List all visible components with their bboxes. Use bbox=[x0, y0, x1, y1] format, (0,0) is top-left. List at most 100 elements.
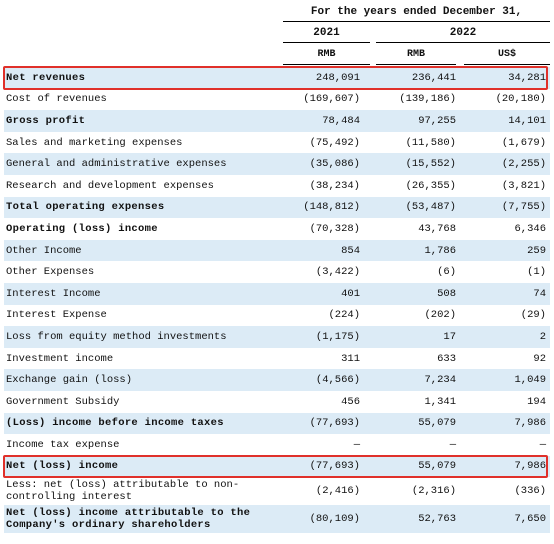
row-value-2: (53,487) bbox=[405, 201, 456, 214]
table-row: Operating (loss) income (70,328) 43,768 6,3… bbox=[4, 218, 550, 240]
row-value-1: (1,175) bbox=[315, 330, 360, 343]
row-label: Interest Income bbox=[6, 287, 101, 300]
row-value-1: (75,492) bbox=[309, 136, 360, 149]
row-value-1: 401 bbox=[341, 287, 360, 300]
row-label: Cost of revenues bbox=[6, 93, 107, 106]
row-label: Government Subsidy bbox=[6, 395, 120, 408]
row-label: Gross profit bbox=[6, 114, 86, 127]
row-label: Other Income bbox=[6, 244, 82, 257]
row-value-1: (3,422) bbox=[315, 266, 360, 279]
row-label: Other Expenses bbox=[6, 266, 95, 279]
row-label: Less: net (loss) attributable to non-con… bbox=[6, 479, 240, 504]
table-row: Net (loss) income (77,693) 55,079 7,986 bbox=[4, 455, 550, 478]
row-value-3: (20,180) bbox=[495, 93, 546, 106]
row-value-1: (169,607) bbox=[303, 93, 360, 106]
row-label: Interest Expense bbox=[6, 309, 107, 322]
year-2022-header: 2022 bbox=[376, 24, 550, 43]
row-value-2: (15,552) bbox=[405, 158, 456, 171]
row-label: Net revenues bbox=[6, 71, 86, 84]
currency-2022-rmb: RMB bbox=[376, 46, 456, 65]
table-row: Interest Income 401 508 74 bbox=[4, 282, 550, 305]
table-row: (Loss) income before income taxes (77,693… bbox=[4, 412, 550, 435]
table-row: Sales and marketing expenses (75,492) (11,… bbox=[4, 132, 550, 154]
row-value-2: — bbox=[449, 438, 456, 451]
row-value-2: (202) bbox=[424, 309, 456, 322]
row-value-3: 34,281 bbox=[508, 71, 546, 84]
table-row: Exchange gain (loss) (4,566) 7,234 1,049 bbox=[4, 369, 550, 391]
row-value-2: 43,768 bbox=[418, 222, 456, 235]
row-value-2: 7,234 bbox=[424, 374, 456, 387]
row-value-2: (26,355) bbox=[405, 179, 456, 192]
row-label: Total operating expenses bbox=[6, 201, 165, 214]
row-value-1: — bbox=[353, 438, 360, 451]
row-value-1: (38,234) bbox=[309, 179, 360, 192]
row-label: General and administrative expenses bbox=[6, 158, 227, 171]
row-value-3: 6,346 bbox=[514, 222, 546, 235]
row-value-2: 55,079 bbox=[418, 460, 456, 473]
table-row: General and administrative expenses (35,0… bbox=[4, 153, 550, 175]
row-value-3: 194 bbox=[527, 395, 546, 408]
table-row: Net revenues 248,091 236,441 34,281 bbox=[4, 67, 550, 89]
row-label: Operating (loss) income bbox=[6, 222, 158, 235]
table-row: Loss from equity method investments (1,17… bbox=[4, 326, 550, 348]
row-value-2: (2,316) bbox=[411, 485, 456, 498]
row-value-3: (1) bbox=[527, 266, 546, 279]
row-label: Research and development expenses bbox=[6, 179, 214, 192]
row-value-3: 1,049 bbox=[514, 374, 546, 387]
row-value-3: 14,101 bbox=[508, 114, 546, 127]
row-label: Exchange gain (loss) bbox=[6, 374, 133, 387]
row-value-3: (336) bbox=[514, 485, 546, 498]
row-value-1: (224) bbox=[328, 309, 360, 322]
row-value-2: 1,786 bbox=[424, 244, 456, 257]
row-value-2: (11,580) bbox=[405, 136, 456, 149]
row-value-3: 2 bbox=[539, 330, 546, 343]
row-value-1: (35,086) bbox=[309, 158, 360, 171]
row-label: Income tax expense bbox=[6, 438, 120, 451]
row-value-1: (77,693) bbox=[309, 417, 360, 430]
table-row: Other Income 854 1,786 259 bbox=[4, 239, 550, 262]
table-row: Government Subsidy 456 1,341 194 bbox=[4, 391, 550, 413]
year-header-row: 2021 2022 bbox=[283, 24, 550, 43]
row-value-2: 1,341 bbox=[424, 395, 456, 408]
table-row: Gross profit 78,484 97,255 14,101 bbox=[4, 110, 550, 132]
table-row: Investment income 311 633 92 bbox=[4, 348, 550, 370]
row-value-2: (139,186) bbox=[399, 93, 456, 106]
row-value-1: (70,328) bbox=[309, 222, 360, 235]
row-value-3: 259 bbox=[527, 244, 546, 257]
period-header: For the years ended December 31, bbox=[283, 4, 550, 22]
row-value-3: 7,986 bbox=[514, 460, 546, 473]
row-value-1: 854 bbox=[341, 244, 360, 257]
year-2021-header: 2021 bbox=[283, 24, 370, 43]
row-value-3: 74 bbox=[533, 287, 546, 300]
currency-2021-rmb: RMB bbox=[283, 46, 370, 65]
row-value-1: (80,109) bbox=[309, 513, 360, 526]
table-row: Net (loss) income attributable to the Co… bbox=[4, 505, 550, 534]
row-value-1: 456 bbox=[341, 395, 360, 408]
row-value-1: 311 bbox=[341, 352, 360, 365]
row-value-3: (3,821) bbox=[501, 179, 546, 192]
row-value-1: (2,416) bbox=[315, 485, 360, 498]
row-label: Net (loss) income attributable to the Co… bbox=[6, 507, 251, 532]
row-value-1: 248,091 bbox=[315, 71, 360, 84]
row-value-2: (6) bbox=[437, 266, 456, 279]
row-label: (Loss) income before income taxes bbox=[6, 417, 224, 430]
table-row: Total operating expenses (148,812) (53,487… bbox=[4, 196, 550, 219]
row-value-2: 508 bbox=[437, 287, 456, 300]
row-value-3: (7,755) bbox=[501, 201, 546, 214]
row-value-3: 92 bbox=[533, 352, 546, 365]
row-value-3: (29) bbox=[520, 309, 546, 322]
table-row: Less: net (loss) attributable to non-con… bbox=[4, 477, 550, 505]
row-value-2: 17 bbox=[443, 330, 456, 343]
row-value-3: (1,679) bbox=[501, 136, 546, 149]
row-value-2: 633 bbox=[437, 352, 456, 365]
row-label: Sales and marketing expenses bbox=[6, 136, 183, 149]
table-row: Income tax expense — — — bbox=[4, 434, 550, 456]
row-value-1: 78,484 bbox=[322, 114, 360, 127]
statement-rows: Net revenues 248,091 236,441 34,281 Cost of … bbox=[4, 67, 550, 534]
row-value-1: (4,566) bbox=[315, 374, 360, 387]
row-value-3: 7,650 bbox=[514, 513, 546, 526]
currency-header-row: RMB RMB US$ bbox=[283, 46, 550, 65]
table-row: Other Expenses (3,422) (6) (1) bbox=[4, 261, 550, 283]
table-row: Cost of revenues (169,607) (139,186) (20,18… bbox=[4, 89, 550, 111]
